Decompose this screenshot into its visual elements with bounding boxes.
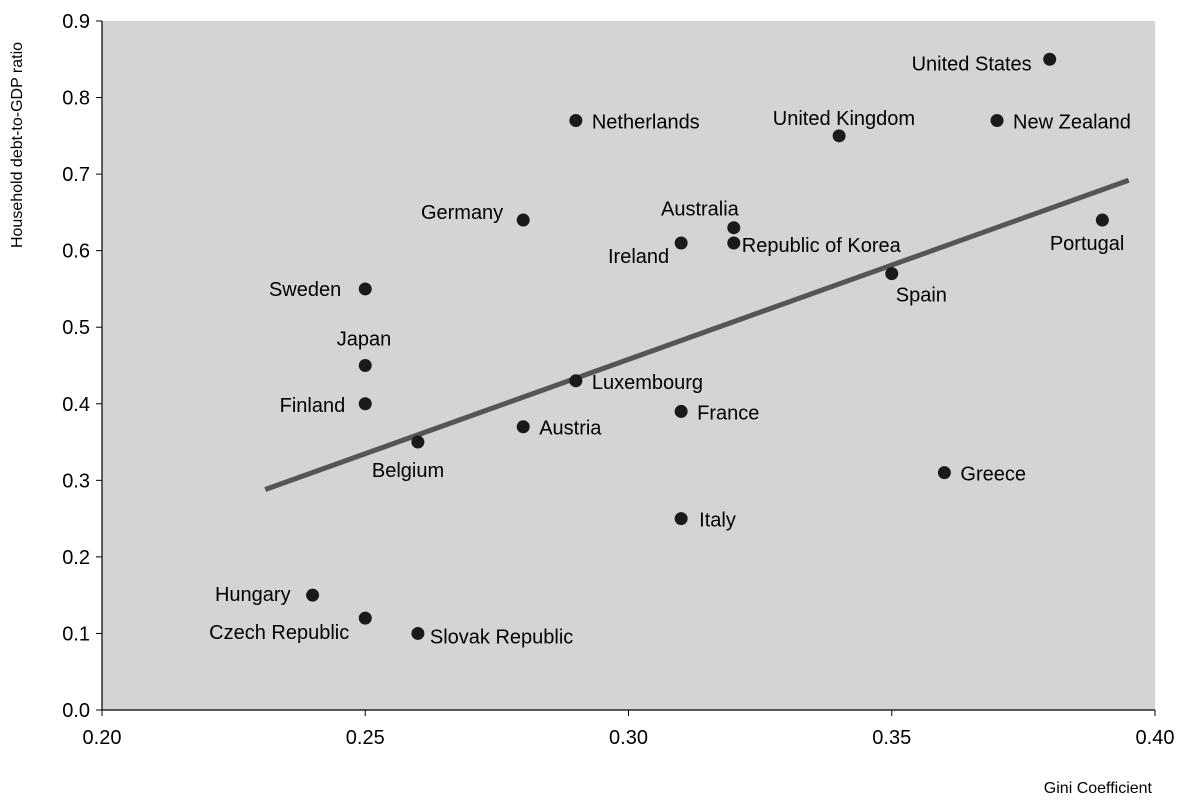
data-point-united-states bbox=[1043, 52, 1057, 66]
trendline bbox=[264, 177, 1130, 492]
point-labels: United States Netherlands United Kingdom Ne… bbox=[209, 53, 1131, 648]
data-point-austria bbox=[516, 420, 530, 434]
axes: 0.0 0.1 0.2 0.3 0.4 0.5 0.6 0.7 0.8 0.9 0.20 0.25 0.… bbox=[62, 11, 1174, 749]
data-point-japan bbox=[358, 359, 372, 372]
y-tick-label: 0.8 bbox=[62, 88, 90, 110]
data-point-greece bbox=[937, 466, 951, 480]
data-point-luxembourg bbox=[569, 374, 583, 388]
x-tick-label: 0.20 bbox=[83, 727, 122, 749]
point-label-netherlands: Netherlands bbox=[592, 112, 700, 134]
y-tick-label: 0.2 bbox=[62, 547, 90, 569]
y-axis-title: Household debt-to-GDP ratio bbox=[9, 42, 26, 248]
trendline-group bbox=[264, 177, 1130, 492]
point-label-spain: Spain bbox=[896, 285, 947, 307]
y-tick-label: 0.0 bbox=[62, 700, 90, 722]
data-point-germany bbox=[516, 213, 530, 227]
x-tick-label: 0.40 bbox=[1136, 727, 1175, 749]
point-label-sweden: Sweden bbox=[269, 279, 341, 301]
x-axis-title: Gini Coefficient bbox=[1044, 780, 1153, 797]
data-point-hungary bbox=[306, 588, 320, 602]
y-tick-label: 0.1 bbox=[62, 623, 90, 645]
data-point-spain bbox=[885, 267, 899, 281]
data-point-republic-of-korea bbox=[727, 236, 741, 250]
y-tick-label: 0.9 bbox=[62, 11, 90, 33]
point-label-austria: Austria bbox=[539, 418, 602, 440]
point-label-united-states: United States bbox=[912, 53, 1032, 75]
y-tick-label: 0.7 bbox=[62, 164, 90, 186]
data-point-france bbox=[674, 404, 688, 418]
point-label-republic-of-korea: Republic of Korea bbox=[742, 235, 902, 257]
data-point-belgium bbox=[411, 435, 425, 449]
data-point-united-kingdom bbox=[832, 129, 846, 143]
x-tick-label: 0.30 bbox=[609, 727, 648, 749]
y-tick-label: 0.4 bbox=[62, 394, 90, 416]
y-tick-label: 0.5 bbox=[62, 317, 90, 339]
x-tick-label: 0.35 bbox=[872, 727, 911, 749]
y-tick-label: 0.6 bbox=[62, 241, 90, 263]
plot-area bbox=[102, 21, 1155, 710]
data-points bbox=[306, 52, 1109, 640]
point-label-belgium: Belgium bbox=[372, 460, 444, 482]
point-label-ireland: Ireland bbox=[608, 246, 669, 268]
point-label-portugal: Portugal bbox=[1050, 233, 1125, 255]
data-point-ireland bbox=[674, 236, 688, 250]
point-label-finland: Finland bbox=[280, 395, 346, 417]
point-label-japan: Japan bbox=[337, 329, 392, 351]
data-point-sweden bbox=[358, 282, 372, 296]
point-label-united-kingdom: United Kingdom bbox=[773, 108, 915, 130]
point-label-new-zealand: New Zealand bbox=[1013, 112, 1131, 134]
data-point-czech-republic bbox=[358, 611, 372, 625]
data-point-australia bbox=[727, 221, 741, 235]
point-label-italy: Italy bbox=[699, 510, 736, 532]
data-point-netherlands bbox=[569, 114, 583, 128]
data-point-portugal bbox=[1095, 213, 1109, 227]
point-label-hungary: Hungary bbox=[215, 584, 291, 606]
point-label-luxembourg: Luxembourg bbox=[592, 372, 703, 394]
data-point-italy bbox=[674, 512, 688, 526]
point-label-france: France bbox=[697, 402, 759, 424]
point-label-greece: Greece bbox=[960, 464, 1026, 486]
data-point-slovak-republic bbox=[411, 626, 425, 640]
data-point-finland bbox=[358, 397, 372, 411]
y-tick-label: 0.3 bbox=[62, 470, 90, 492]
x-tick-label: 0.25 bbox=[346, 727, 385, 749]
point-label-germany: Germany bbox=[421, 202, 503, 224]
point-label-slovak-republic: Slovak Republic bbox=[430, 626, 573, 648]
point-label-australia: Australia bbox=[661, 199, 740, 221]
data-point-new-zealand bbox=[990, 114, 1004, 128]
point-label-czech-republic: Czech Republic bbox=[209, 622, 349, 644]
